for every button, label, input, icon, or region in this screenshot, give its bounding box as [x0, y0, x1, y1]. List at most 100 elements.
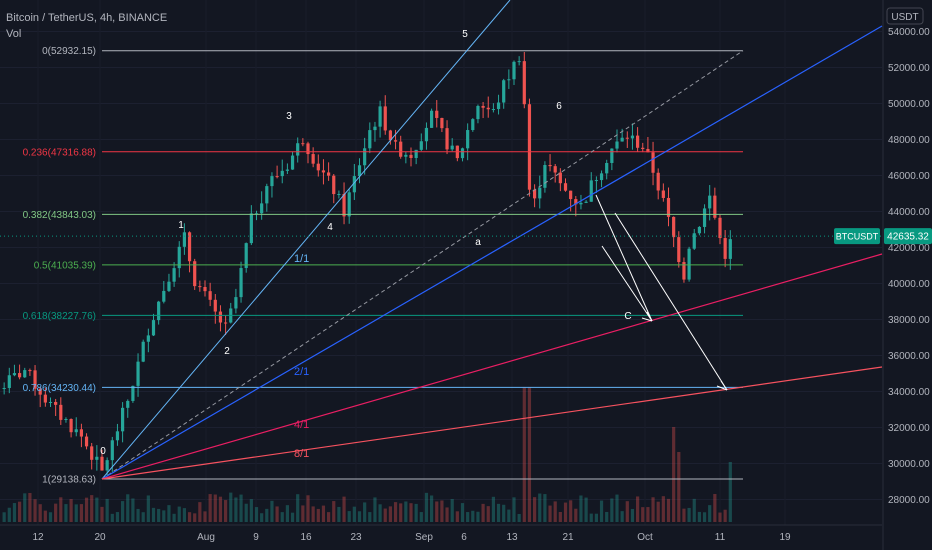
candle-body[interactable]	[476, 105, 480, 120]
candle-body[interactable]	[332, 175, 336, 195]
candle-body[interactable]	[527, 104, 532, 190]
candle-body[interactable]	[136, 361, 140, 386]
candle-body[interactable]	[630, 135, 635, 139]
candlestick-series[interactable]	[2, 52, 732, 476]
candle-body[interactable]	[208, 291, 212, 300]
candle-body[interactable]	[337, 194, 341, 196]
candle-body[interactable]	[260, 203, 264, 214]
gann-fan-line[interactable]	[101, 253, 883, 480]
candle-body[interactable]	[43, 394, 47, 403]
candle-body[interactable]	[301, 143, 305, 145]
candle-body[interactable]	[239, 268, 243, 298]
candle-body[interactable]	[110, 440, 114, 461]
candle-body[interactable]	[311, 154, 315, 164]
candle-body[interactable]	[141, 341, 145, 362]
gann-fan-line[interactable]	[101, 366, 883, 480]
candle-body[interactable]	[249, 213, 253, 244]
candle-body[interactable]	[54, 401, 58, 405]
candle-body[interactable]	[713, 195, 717, 218]
candle-body[interactable]	[193, 261, 197, 287]
candle-body[interactable]	[383, 106, 387, 131]
time-axis[interactable]: 12 20 Aug 9 16 23 Sep 6 13 21 Oct 11 19	[0, 524, 882, 543]
projection-path[interactable]	[614, 212, 728, 391]
candle-body[interactable]	[48, 401, 53, 403]
candle-body[interactable]	[594, 180, 598, 182]
candle-body[interactable]	[666, 197, 671, 217]
candle-body[interactable]	[59, 404, 63, 420]
candle-body[interactable]	[285, 169, 289, 171]
candle-body[interactable]	[424, 127, 429, 142]
candle-body[interactable]	[538, 187, 542, 199]
candle-body[interactable]	[512, 61, 516, 80]
candle-body[interactable]	[290, 155, 295, 170]
candle-body[interactable]	[414, 149, 418, 158]
candle-body[interactable]	[224, 322, 228, 324]
candle-body[interactable]	[172, 268, 176, 282]
candle-body[interactable]	[388, 130, 392, 141]
candle-body[interactable]	[327, 172, 331, 176]
candle-body[interactable]	[95, 456, 99, 460]
candle-body[interactable]	[378, 106, 382, 127]
candle-body[interactable]	[64, 418, 68, 420]
candle-body[interactable]	[254, 213, 259, 215]
candle-body[interactable]	[517, 61, 521, 63]
candle-body[interactable]	[589, 180, 593, 202]
candle-body[interactable]	[306, 143, 310, 155]
candle-body[interactable]	[18, 373, 22, 378]
candle-body[interactable]	[687, 248, 691, 280]
candle-body[interactable]	[2, 387, 6, 389]
candle-body[interactable]	[481, 105, 485, 108]
candle-body[interactable]	[708, 195, 712, 209]
candle-body[interactable]	[100, 456, 104, 471]
candle-body[interactable]	[203, 287, 207, 292]
candle-body[interactable]	[496, 102, 501, 110]
symbol-title[interactable]: Bitcoin / TetherUS, 4h, BINANCE	[6, 12, 168, 24]
candle-body[interactable]	[419, 141, 423, 150]
candle-body[interactable]	[558, 172, 562, 184]
candle-body[interactable]	[105, 460, 109, 471]
symbol-badge[interactable]	[834, 228, 880, 245]
candle-body[interactable]	[615, 141, 619, 149]
candle-body[interactable]	[69, 418, 73, 433]
candle-body[interactable]	[33, 370, 37, 389]
candle-body[interactable]	[347, 192, 351, 217]
candle-body[interactable]	[162, 290, 166, 302]
candle-body[interactable]	[466, 130, 470, 149]
candle-body[interactable]	[625, 137, 629, 139]
candle-body[interactable]	[620, 137, 624, 142]
candle-body[interactable]	[373, 126, 377, 131]
candle-body[interactable]	[157, 301, 161, 321]
volume-indicator-label[interactable]: Vol	[6, 28, 22, 40]
candle-body[interactable]	[430, 110, 434, 128]
candle-body[interactable]	[131, 385, 135, 401]
candle-body[interactable]	[491, 109, 495, 111]
candle-body[interactable]	[352, 176, 356, 193]
candle-body[interactable]	[610, 148, 614, 163]
candle-body[interactable]	[641, 147, 645, 149]
candle-body[interactable]	[486, 107, 490, 110]
last-price-badge[interactable]	[884, 228, 932, 245]
candle-body[interactable]	[115, 431, 120, 441]
candle-body[interactable]	[460, 148, 465, 159]
candle-body[interactable]	[23, 370, 27, 378]
candle-body[interactable]	[177, 246, 181, 269]
candle-body[interactable]	[12, 373, 17, 376]
candle-body[interactable]	[146, 335, 150, 342]
candle-body[interactable]	[342, 194, 346, 217]
gann-fan-line[interactable]	[101, 25, 883, 480]
currency-badge[interactable]	[886, 7, 924, 25]
candle-body[interactable]	[553, 166, 557, 173]
candle-body[interactable]	[404, 154, 408, 157]
candle-body[interactable]	[651, 152, 655, 173]
candle-body[interactable]	[280, 170, 284, 177]
candle-body[interactable]	[445, 128, 449, 150]
candle-body[interactable]	[265, 186, 269, 204]
candle-body[interactable]	[435, 110, 439, 118]
candle-body[interactable]	[126, 400, 130, 408]
candle-body[interactable]	[599, 173, 604, 181]
candle-body[interactable]	[692, 233, 696, 249]
candle-body[interactable]	[502, 80, 506, 103]
candle-body[interactable]	[702, 208, 707, 227]
candle-body[interactable]	[471, 119, 475, 131]
candle-body[interactable]	[450, 145, 454, 150]
